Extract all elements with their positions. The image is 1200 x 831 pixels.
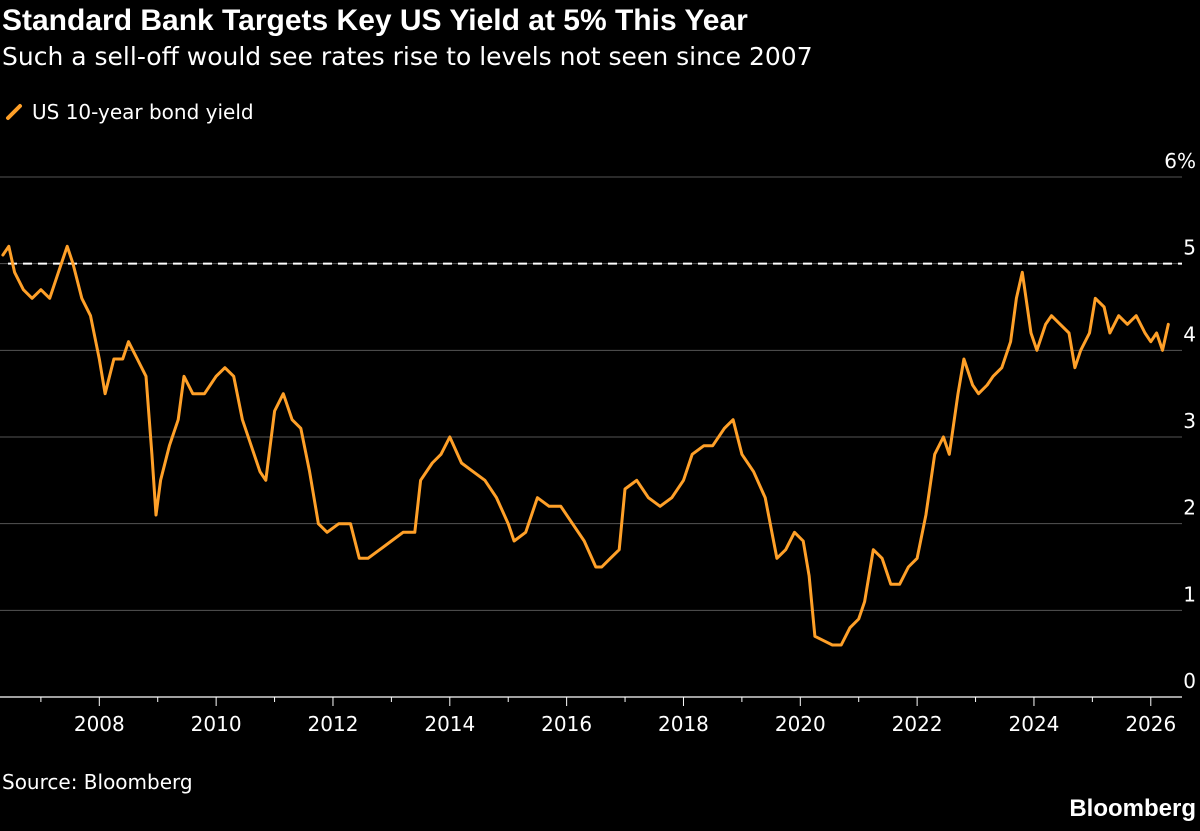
legend: US 10-year bond yield (4, 100, 254, 124)
y-tick-label: 2 (1183, 496, 1196, 520)
x-tick-label: 2014 (424, 712, 475, 736)
y-tick-label: 1 (1183, 582, 1196, 606)
y-tick-label: 5 (1183, 236, 1196, 260)
series-line-us-10y-yield (1, 244, 1170, 647)
chart-title: Standard Bank Targets Key US Yield at 5%… (2, 4, 748, 37)
series (1, 244, 1170, 647)
x-tick-label: 2024 (1009, 712, 1060, 736)
x-tick-label: 2008 (74, 712, 125, 736)
legend-label: US 10-year bond yield (32, 100, 254, 124)
x-tick-label: 2010 (191, 712, 242, 736)
x-tick-label: 2018 (658, 712, 709, 736)
x-tick-label: 2026 (1125, 712, 1176, 736)
x-tick-label: 2012 (308, 712, 359, 736)
y-tick-label: 4 (1183, 322, 1196, 346)
source-note: Source: Bloomberg (2, 770, 193, 794)
y-tick-label: 3 (1183, 409, 1196, 433)
chart-subtitle: Such a sell-off would see rates rise to … (2, 42, 813, 71)
y-axis: 0 1 2 3 4 5 6% (1164, 149, 1196, 693)
legend-swatch (6, 104, 22, 120)
x-tick-label: 2022 (892, 712, 943, 736)
x-axis: 2008 2010 2012 2014 2016 2018 2020 2022 2024 2026 (40, 697, 1176, 736)
y-tick-label: 6% (1164, 149, 1196, 173)
x-tick-label: 2020 (775, 712, 826, 736)
brand-logo: Bloomberg (1069, 795, 1196, 822)
y-tick-label: 0 (1183, 669, 1196, 693)
grid (0, 176, 1182, 698)
x-tick-label: 2016 (541, 712, 592, 736)
